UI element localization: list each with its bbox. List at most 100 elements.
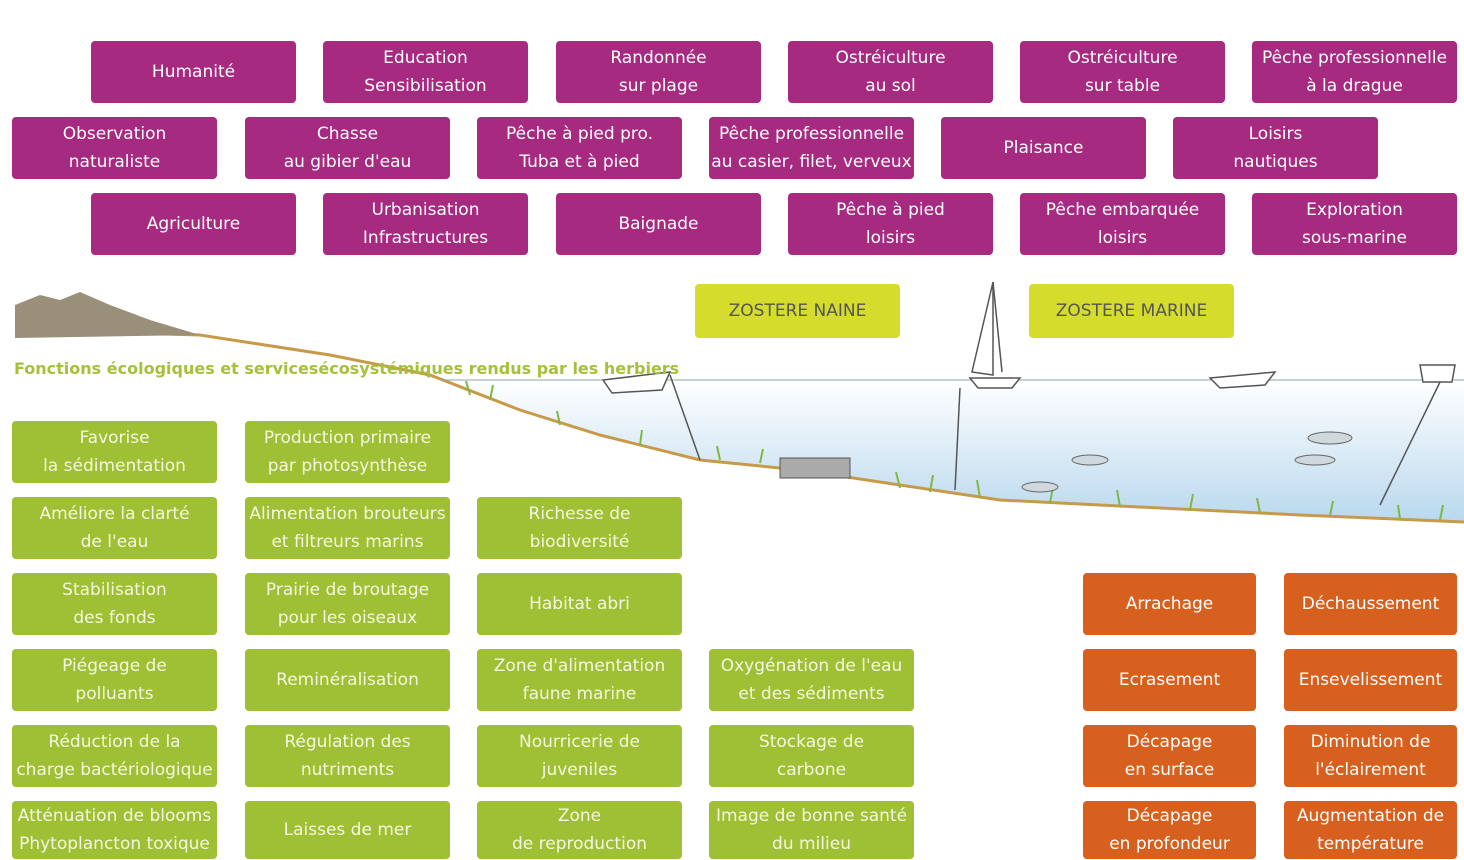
label: Baignade xyxy=(618,210,698,238)
label: polluants xyxy=(75,680,153,708)
label: Décapage xyxy=(1127,728,1213,756)
label: Diminution de xyxy=(1311,728,1431,756)
label: écosystémiques rendus par les herbiers xyxy=(318,359,679,378)
label: Sensibilisation xyxy=(364,72,486,100)
label: Augmentation de xyxy=(1297,802,1444,830)
label: Zone xyxy=(558,802,601,830)
usage-box: Agriculture xyxy=(91,193,296,255)
label: Infrastructures xyxy=(363,224,488,252)
zostera-label: ZOSTERE MARINE xyxy=(1029,284,1234,338)
label: Alimentation brouteurs xyxy=(249,500,445,528)
label: Production primaire xyxy=(264,424,431,452)
functions-title: Fonctions écologiques et servicesécosyst… xyxy=(14,356,679,381)
label: Phytoplancton toxique xyxy=(19,830,210,858)
label: Pêche à pied pro. xyxy=(506,120,653,148)
label: juveniles xyxy=(542,756,618,784)
label: Piégeage de xyxy=(62,652,167,680)
label: Favorise xyxy=(79,424,149,452)
label: loisirs xyxy=(866,224,915,252)
label: des fonds xyxy=(73,604,155,632)
pression-box: Ensevelissement xyxy=(1284,649,1457,711)
label: Arrachage xyxy=(1126,590,1214,618)
label: Pêche à pied xyxy=(836,196,945,224)
label: Décapage xyxy=(1127,802,1213,830)
label: Chasse xyxy=(317,120,378,148)
label: du milieu xyxy=(772,830,851,858)
pression-box: Déchaussement xyxy=(1284,573,1457,635)
label: de l'eau xyxy=(81,528,149,556)
label: Ostréiculture xyxy=(835,44,945,72)
page: (() => { const data = JSON.parse(documen… xyxy=(0,0,1464,860)
label: Pêche professionnelle xyxy=(719,120,904,148)
usage-box: Explorationsous-marine xyxy=(1252,193,1457,255)
usage-box: Ostréiculturesur table xyxy=(1020,41,1225,103)
label: au gibier d'eau xyxy=(284,148,412,176)
label: de reproduction xyxy=(512,830,647,858)
label: ZOSTERE NAINE xyxy=(729,297,867,325)
label: la sédimentation xyxy=(43,452,186,480)
pression-box: Ecrasement xyxy=(1083,649,1256,711)
label: biodiversité xyxy=(530,528,630,556)
label: Améliore la clarté xyxy=(39,500,189,528)
label: sur plage xyxy=(619,72,698,100)
label: Habitat abri xyxy=(529,590,630,618)
label: Richesse de xyxy=(529,500,631,528)
usage-box: Humanité xyxy=(91,41,296,103)
label: à la drague xyxy=(1306,72,1403,100)
label: par photosynthèse xyxy=(268,452,428,480)
label: au casier, filet, verveux xyxy=(711,148,911,176)
label: Agriculture xyxy=(147,210,241,238)
oyster-table xyxy=(780,458,850,478)
function-box: Habitat abri xyxy=(477,573,682,635)
label: sous-marine xyxy=(1302,224,1407,252)
label: charge bactériologique xyxy=(16,756,212,784)
label: Prairie de broutage xyxy=(266,576,429,604)
label: Reminéralisation xyxy=(276,666,419,694)
label: Atténuation de blooms xyxy=(18,802,211,830)
label: au sol xyxy=(865,72,916,100)
usage-box: Pêche professionnelleau casier, filet, v… xyxy=(709,117,914,179)
label: Zone d'alimentation xyxy=(494,652,665,680)
label: faune marine xyxy=(523,680,637,708)
label: Laisses de mer xyxy=(284,816,412,844)
label: et des sédiments xyxy=(738,680,884,708)
usage-box: Loisirsnautiques xyxy=(1173,117,1378,179)
label: Réduction de la xyxy=(48,728,180,756)
label: sur table xyxy=(1085,72,1160,100)
usage-box: Pêche à pied pro.Tuba et à pied xyxy=(477,117,682,179)
label: Régulation des xyxy=(284,728,410,756)
usage-box: Baignade xyxy=(556,193,761,255)
label: Déchaussement xyxy=(1302,590,1440,618)
label: Ecrasement xyxy=(1119,666,1220,694)
usage-box: Randonnéesur plage xyxy=(556,41,761,103)
label: nutriments xyxy=(301,756,394,784)
function-box: Reminéralisation xyxy=(245,649,450,711)
function-box: Zone d'alimentationfaune marine xyxy=(477,649,682,711)
label: ZOSTERE MARINE xyxy=(1056,297,1207,325)
label: Oxygénation de l'eau xyxy=(721,652,903,680)
label: pour les oiseaux xyxy=(278,604,418,632)
usage-box: Plaisance xyxy=(941,117,1146,179)
label: l'éclairement xyxy=(1315,756,1426,784)
usage-box: Ostréicultureau sol xyxy=(788,41,993,103)
label: loisirs xyxy=(1098,224,1147,252)
label: en surface xyxy=(1125,756,1214,784)
label: Image de bonne santé xyxy=(716,802,907,830)
